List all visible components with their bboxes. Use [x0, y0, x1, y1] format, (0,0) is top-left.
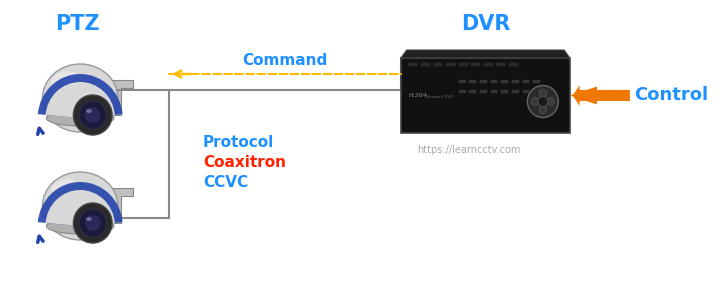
Text: Control: Control: [634, 86, 708, 104]
Wedge shape: [38, 74, 122, 118]
Bar: [491, 80, 498, 83]
Ellipse shape: [46, 218, 114, 234]
Polygon shape: [107, 188, 133, 223]
Circle shape: [531, 97, 539, 106]
Bar: [401, 58, 570, 133]
Bar: [480, 80, 487, 83]
Text: PTZ: PTZ: [55, 14, 99, 34]
Text: Network DVR: Network DVR: [426, 95, 453, 100]
Circle shape: [85, 215, 101, 231]
Bar: [509, 63, 518, 66]
Ellipse shape: [42, 64, 118, 132]
Bar: [421, 63, 430, 66]
Text: https://learncctv.com: https://learncctv.com: [417, 145, 520, 155]
Circle shape: [538, 97, 548, 107]
Circle shape: [79, 209, 107, 237]
Polygon shape: [107, 80, 133, 115]
Text: DVR: DVR: [461, 14, 510, 34]
Ellipse shape: [46, 110, 114, 126]
Circle shape: [539, 90, 546, 97]
Bar: [459, 80, 466, 83]
Bar: [523, 80, 529, 83]
Text: Stop: Stop: [539, 90, 549, 94]
Circle shape: [79, 101, 107, 129]
Ellipse shape: [42, 172, 118, 240]
Bar: [433, 63, 442, 66]
Bar: [512, 80, 518, 83]
Polygon shape: [401, 50, 570, 58]
Bar: [469, 90, 476, 93]
Bar: [459, 63, 467, 66]
Circle shape: [73, 203, 112, 243]
Bar: [523, 90, 529, 93]
Bar: [497, 63, 505, 66]
Circle shape: [85, 107, 101, 123]
Bar: [534, 90, 540, 93]
Ellipse shape: [50, 71, 84, 99]
Bar: [480, 90, 487, 93]
Bar: [408, 63, 418, 66]
Circle shape: [528, 86, 558, 118]
Text: Command: Command: [243, 53, 328, 68]
Circle shape: [73, 95, 112, 135]
Bar: [501, 90, 508, 93]
Ellipse shape: [86, 109, 91, 113]
Wedge shape: [38, 182, 122, 226]
Wedge shape: [45, 82, 114, 118]
Polygon shape: [570, 86, 628, 104]
Bar: [472, 63, 480, 66]
Bar: [469, 80, 476, 83]
Bar: [534, 80, 540, 83]
Bar: [491, 90, 498, 93]
Circle shape: [546, 97, 554, 106]
Bar: [459, 90, 466, 93]
Ellipse shape: [50, 179, 84, 207]
Bar: [484, 63, 492, 66]
Text: Coaxitron: Coaxitron: [203, 155, 286, 170]
Bar: [512, 90, 518, 93]
Wedge shape: [45, 190, 114, 226]
Text: Protocol: Protocol: [203, 135, 274, 150]
Ellipse shape: [86, 217, 91, 221]
Bar: [446, 63, 455, 66]
Circle shape: [539, 106, 546, 113]
Text: H.264: H.264: [409, 93, 428, 98]
Text: CCVC: CCVC: [203, 175, 248, 190]
Bar: [501, 80, 508, 83]
